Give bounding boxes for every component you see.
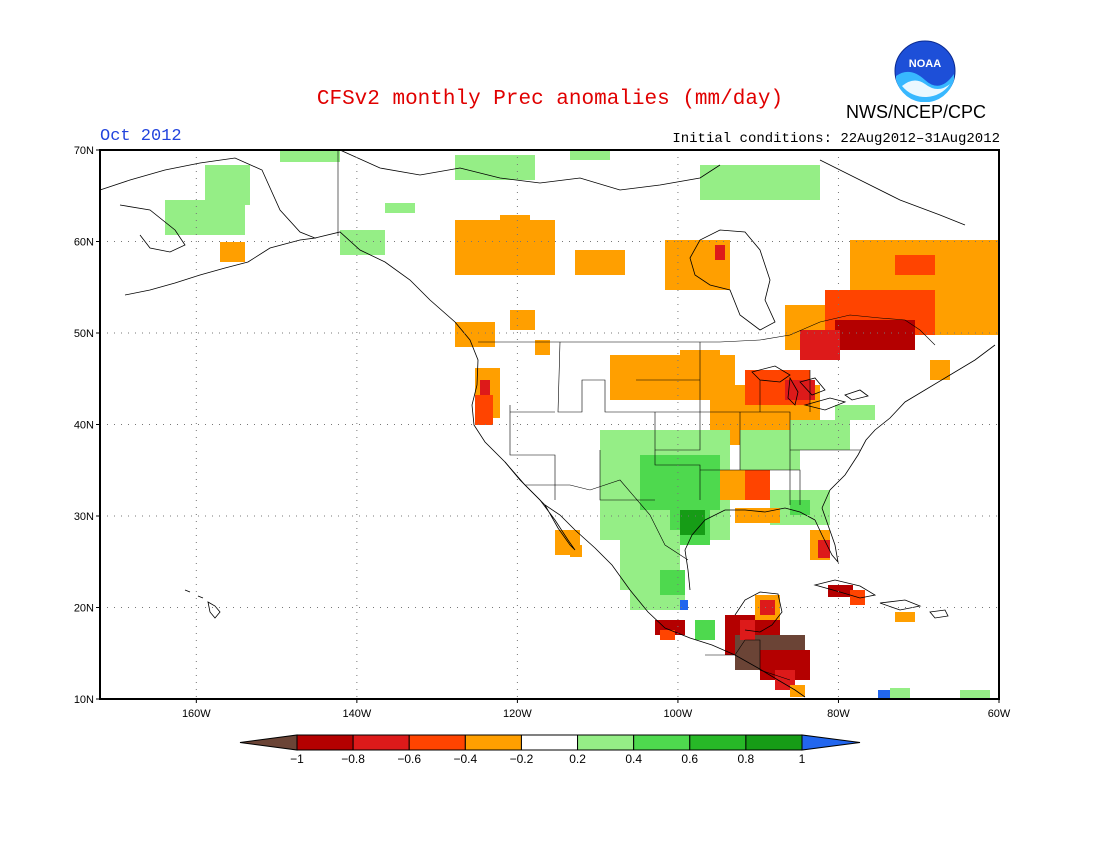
- colorbar-label: −0.4: [453, 752, 477, 766]
- longitude-labels: 160W 140W 120W 100W 80W 60W: [182, 699, 1011, 720]
- colorbar-label: −0.2: [510, 752, 534, 766]
- colorbar-swatch: [408, 734, 466, 751]
- anomaly-cell: [570, 150, 610, 160]
- colorbar-label: −1: [290, 752, 304, 766]
- anomaly-cell: [205, 165, 250, 205]
- anomaly-cell: [878, 690, 890, 698]
- anomaly-cell: [535, 340, 550, 355]
- anomaly-cell: [745, 470, 770, 500]
- anomaly-cell: [680, 510, 705, 535]
- organization-label: NWS/NCEP/CPC: [846, 102, 987, 122]
- anomaly-cell: [895, 255, 935, 275]
- lat-label: 60N: [74, 237, 94, 249]
- colorbar-swatch: [633, 734, 691, 751]
- lon-label: 60W: [988, 708, 1011, 720]
- colorbar-label: 0.6: [681, 752, 698, 766]
- noaa-logo-icon: NOAA: [894, 40, 956, 102]
- lat-lon-gridlines: [100, 150, 999, 699]
- colorbar-swatch: [352, 734, 410, 751]
- anomaly-cell: [385, 203, 415, 213]
- colorbar-swatch: [745, 734, 803, 751]
- anomaly-cell: [700, 165, 820, 200]
- anomaly-cell: [480, 380, 490, 395]
- colorbar-legend: −1 −0.8 −0.6 −0.4 −0.2 0.2 0.4 0.6 0.8 1: [239, 734, 861, 766]
- lat-label: 30N: [74, 511, 94, 523]
- anomaly-cell: [660, 630, 675, 640]
- anomaly-cell: [500, 215, 530, 225]
- anomaly-cell: [835, 405, 875, 420]
- colorbar-arrow-high: [801, 734, 861, 751]
- anomaly-cell: [890, 688, 910, 698]
- lat-label: 20N: [74, 603, 94, 615]
- anomaly-cell: [455, 220, 555, 275]
- anomaly-cell: [575, 250, 625, 275]
- lon-label: 100W: [664, 708, 693, 720]
- anomaly-cell: [790, 420, 850, 450]
- anomaly-cell: [220, 242, 245, 262]
- colorbar-label: 0.8: [738, 752, 755, 766]
- anomaly-cell: [760, 600, 775, 615]
- colorbar-label: 1: [799, 752, 806, 766]
- colorbar-swatch: [577, 734, 635, 751]
- lon-label: 120W: [503, 708, 532, 720]
- anomaly-cell: [960, 690, 990, 698]
- anomaly-cell: [790, 500, 810, 515]
- anomaly-cell: [930, 360, 950, 380]
- anomaly-cell: [475, 395, 493, 425]
- anomaly-cell: [165, 200, 245, 235]
- colorbar-label: −0.8: [341, 752, 365, 766]
- latitude-labels: 70N 60N 50N 40N 30N 20N 10N: [74, 145, 100, 706]
- anomaly-cell: [715, 245, 725, 260]
- colorbar-arrow-low: [239, 734, 298, 751]
- anomaly-fill-layer: [165, 150, 1000, 698]
- initial-conditions: Initial conditions: 22Aug2012–31Aug2012: [672, 131, 1000, 147]
- anomaly-cell: [800, 330, 840, 360]
- anomaly-cell: [280, 150, 340, 162]
- anomaly-cell: [680, 600, 688, 610]
- anomaly-cell: [828, 585, 853, 597]
- lon-label: 80W: [827, 708, 850, 720]
- anomaly-cell: [735, 508, 780, 523]
- colorbar-label: 0.4: [625, 752, 642, 766]
- colorbar-label: 0.2: [569, 752, 586, 766]
- forecast-month: Oct 2012: [100, 127, 182, 146]
- colorbar-swatch: [520, 734, 579, 751]
- lat-label: 70N: [74, 145, 94, 157]
- anomaly-cell: [695, 620, 715, 640]
- anomaly-cell: [818, 540, 830, 558]
- svg-text:NOAA: NOAA: [909, 58, 941, 70]
- political-borders-layer: [337, 150, 936, 681]
- colorbar-label: −0.6: [397, 752, 421, 766]
- map-title: CFSv2 monthly Prec anomalies (mm/day): [316, 88, 784, 111]
- anomaly-cell: [785, 380, 815, 400]
- colorbar-swatch: [296, 734, 354, 751]
- anomaly-cell: [895, 612, 915, 622]
- lon-label: 140W: [342, 708, 371, 720]
- anomaly-cell: [460, 155, 490, 163]
- anomaly-cell: [455, 322, 495, 347]
- anomaly-cell: [660, 570, 685, 595]
- anomaly-cell: [510, 310, 535, 330]
- lat-label: 10N: [74, 694, 94, 706]
- anomaly-cell: [640, 455, 720, 510]
- colorbar-swatch: [689, 734, 747, 751]
- anomaly-cell: [835, 320, 915, 350]
- lon-label: 160W: [182, 708, 211, 720]
- lat-label: 50N: [74, 328, 94, 340]
- colorbar-swatch: [464, 734, 522, 751]
- lat-label: 40N: [74, 420, 94, 432]
